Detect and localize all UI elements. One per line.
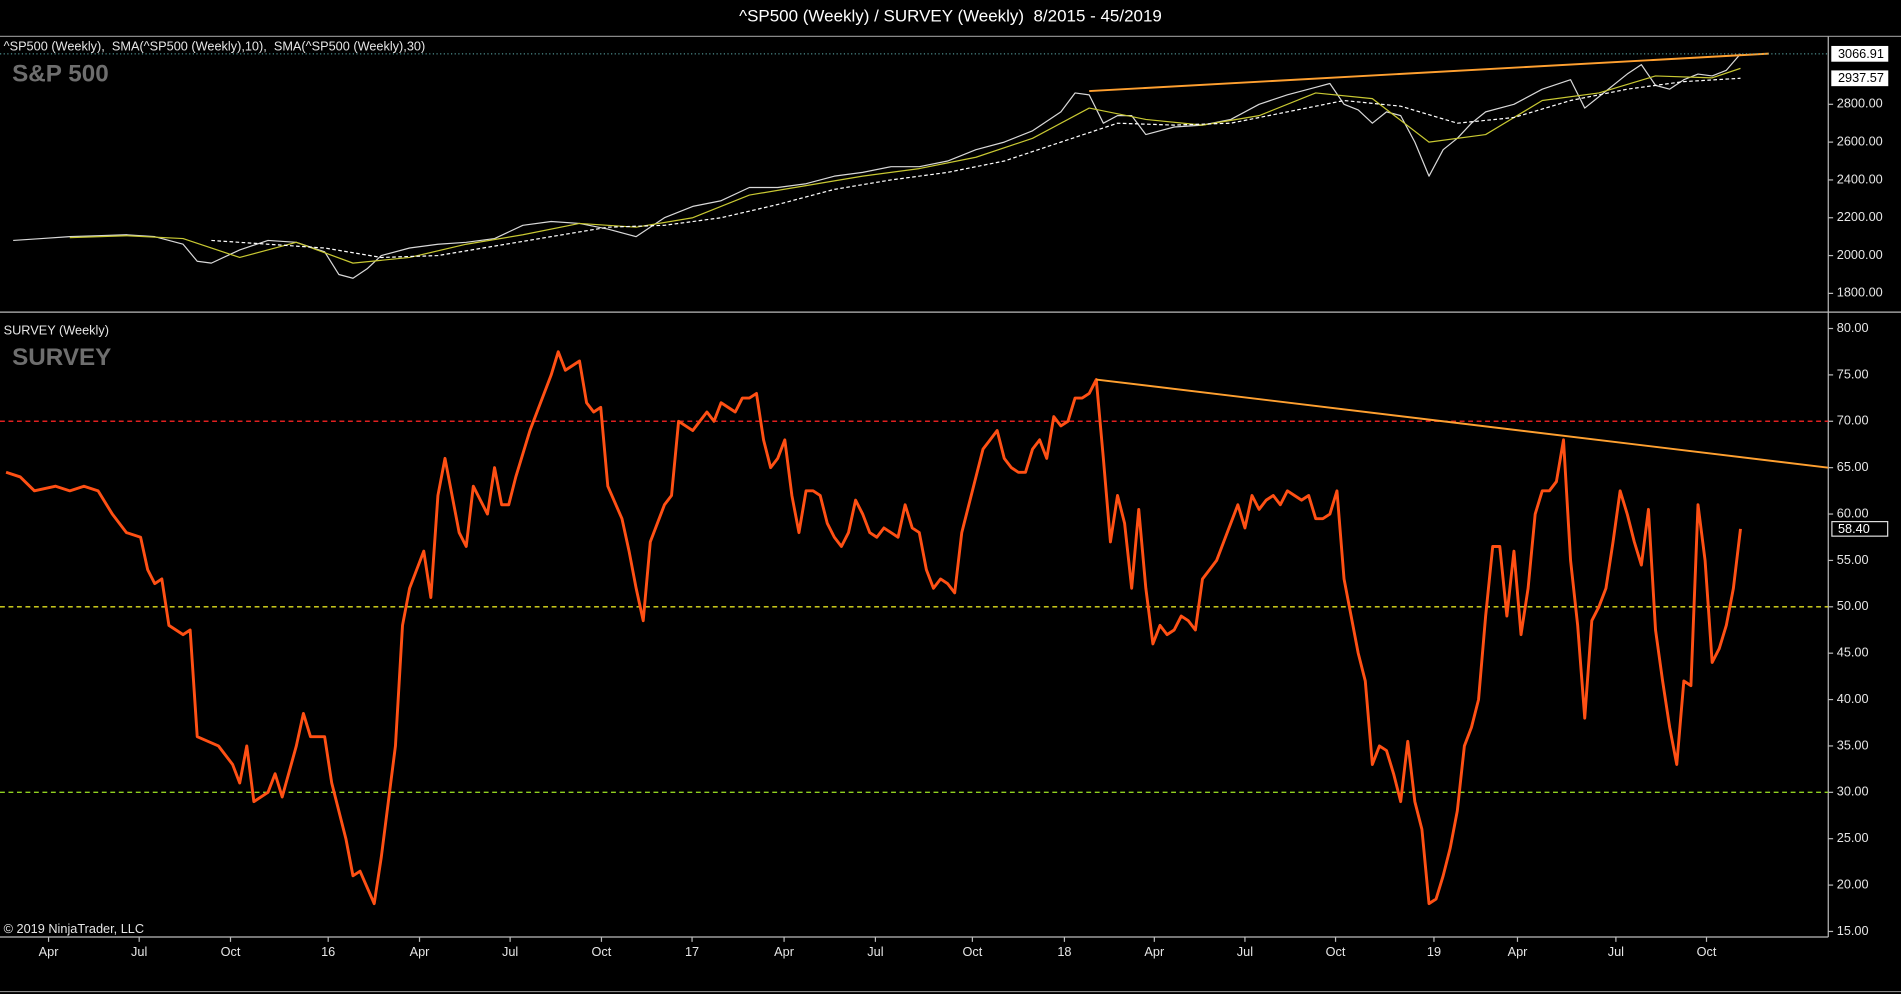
price-line	[13, 53, 1741, 279]
y-tick-label: 80.00	[1837, 320, 1869, 335]
x-tick-label: Apr	[774, 944, 795, 959]
legend-separator: ,	[263, 39, 274, 54]
y-tick-label: 65.00	[1837, 459, 1869, 474]
legend-entry: SMA(^SP500 (Weekly),10)	[112, 39, 263, 54]
survey-line	[5, 350, 1742, 906]
y-tick-label: 40.00	[1837, 691, 1869, 706]
y-tick-label: 50.00	[1837, 598, 1869, 613]
legend-separator: ,	[101, 39, 112, 54]
chart-title: ^SP500 (Weekly) / SURVEY (Weekly) 8/2015…	[739, 6, 1162, 25]
trend-line	[1096, 378, 1829, 469]
y-tick-label: 1800.00	[1837, 285, 1883, 300]
legend-entry: SURVEY (Weekly)	[4, 322, 109, 337]
y-tick-label: 2200.00	[1837, 209, 1883, 224]
panel-title: S&P 500	[12, 61, 109, 88]
copyright: © 2019 NinjaTrader, LLC	[4, 921, 144, 936]
y-tick-label: 2000.00	[1837, 247, 1883, 262]
x-tick-label: Oct	[1697, 944, 1717, 959]
last-value-box	[1831, 70, 1889, 87]
last-value-box	[1831, 520, 1889, 537]
x-tick-label: Apr	[410, 944, 431, 959]
y-tick-label: 2400.00	[1837, 171, 1883, 186]
last-value-label: 2937.57	[1838, 70, 1884, 85]
y-tick-label: 2600.00	[1837, 133, 1883, 148]
x-tick-label: Jul	[131, 944, 147, 959]
last-value-box	[1831, 45, 1889, 62]
x-tick-label: Apr	[1508, 944, 1529, 959]
y-tick-label: 25.00	[1837, 830, 1869, 845]
panel-title: SURVEY	[12, 344, 111, 371]
last-value-label: 58.40	[1838, 521, 1870, 536]
x-tick-label: Apr	[39, 944, 60, 959]
y-tick-label: 15.00	[1837, 923, 1869, 938]
x-tick-label: 16	[321, 944, 335, 959]
x-tick-label: Jul	[1237, 944, 1253, 959]
y-tick-label: 75.00	[1837, 366, 1869, 381]
y-tick-label: 60.00	[1837, 505, 1869, 520]
price-line	[211, 77, 1741, 259]
legend: ^SP500 (Weekly), SMA(^SP500 (Weekly),10)…	[4, 39, 426, 54]
x-tick-label: Jul	[867, 944, 883, 959]
x-tick-label: Apr	[1144, 944, 1165, 959]
y-tick-label: 55.00	[1837, 552, 1869, 567]
y-tick-label: 20.00	[1837, 876, 1869, 891]
price-line	[69, 67, 1741, 264]
x-tick-label: Oct	[962, 944, 982, 959]
x-tick-label: Jul	[1608, 944, 1624, 959]
legend-entry: ^SP500 (Weekly)	[4, 39, 102, 54]
x-tick-label: Oct	[221, 944, 241, 959]
x-tick-label: 18	[1057, 944, 1071, 959]
x-tick-label: Oct	[1326, 944, 1346, 959]
y-tick-label: 45.00	[1837, 645, 1869, 660]
x-tick-label: 17	[685, 944, 699, 959]
trend-line	[1089, 52, 1769, 93]
y-tick-label: 30.00	[1837, 784, 1869, 799]
y-tick-label: 35.00	[1837, 737, 1869, 752]
last-value-label: 3066.91	[1838, 46, 1884, 61]
legend-entry: SMA(^SP500 (Weekly),30)	[274, 39, 425, 54]
x-tick-label: Oct	[592, 944, 612, 959]
x-tick-label: Jul	[502, 944, 518, 959]
x-tick-label: 19	[1427, 944, 1441, 959]
y-tick-label: 2800.00	[1837, 96, 1883, 111]
y-tick-label: 70.00	[1837, 413, 1869, 428]
